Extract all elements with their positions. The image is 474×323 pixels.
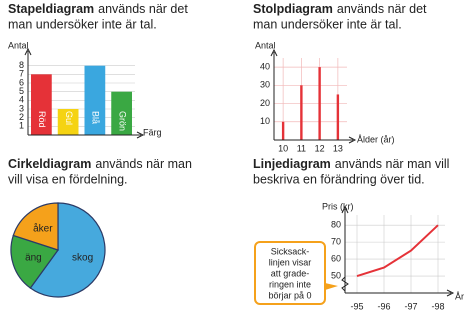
heading-text: beskriva en förändring över tid. [253,172,425,186]
y-tick-label: 20 [260,98,270,108]
y-tick-label: 3 [19,103,24,113]
y-tick-label: 6 [19,77,24,87]
x-axis-label: Ålder (år) [357,134,395,144]
annotation-pointer [325,283,338,290]
stem-bar [281,121,285,140]
heading-text: man undersöker inte är tal. [253,17,402,31]
data-line [356,224,439,277]
heading-text: används när det [98,2,188,16]
stem-bar [336,94,340,140]
y-tick-label: 7 [19,69,24,79]
x-tick-label: 13 [333,143,343,153]
arrow [270,48,278,57]
y-axis-label: Antal [8,40,29,50]
pie-label: skog [72,253,93,264]
x-tick-label: -97 [404,301,417,311]
heading: Stolpdiagram används när det [253,2,427,16]
bar [57,109,79,135]
annotation-text: ringen inte [269,279,311,289]
heading-bold: Stapeldiagram [8,2,94,16]
heading-bold: Cirkeldiagram [8,157,91,171]
x-tick-label: -96 [377,301,390,311]
y-tick-label: 40 [260,61,270,71]
annotation-text: att grade- [271,268,310,278]
bar [31,74,52,135]
arrow [24,47,32,56]
annotation-text: Sicksack- [271,246,310,256]
y-axis-label: Pris (kr) [322,201,354,211]
heading-text: används när det [337,2,427,16]
annotation-box [254,241,326,305]
y-tick-label: 2 [19,112,24,122]
x-tick-label: 11 [297,143,306,153]
y-tick-label: 10 [260,116,270,126]
y-tick-label: 4 [19,95,24,105]
heading-text: används när man vill [335,157,450,171]
bar-category-label: Blå [91,111,101,124]
y-tick-label: 5 [19,86,24,96]
heading-bold: Linjediagram [253,157,331,171]
pie-slice [10,234,59,289]
arrow [446,289,455,297]
heading: Linjediagram används när man vill [253,157,449,171]
y-tick-label: 50 [331,270,341,280]
y-axis-label: Antal [255,40,276,50]
bar [111,91,132,135]
bar-category-label: Gul [64,111,74,125]
annotation-text: börjar på 0 [268,290,311,300]
x-axis-label: Färg [143,127,162,137]
heading-text: används när man [95,157,192,171]
arrow [348,136,357,144]
y-tick-label: 30 [260,80,270,90]
y-tick-label: 70 [331,237,341,247]
heading: Stapeldiagram används när det [8,2,188,16]
stem-bar [300,85,303,140]
arrow [136,131,145,139]
heading-text: man undersöker inte är tal. [8,17,157,31]
heading: Cirkeldiagram används när man [8,157,192,171]
x-tick-label: -95 [350,301,363,311]
pie-label: äng [25,253,42,264]
pie-label: åker [33,223,53,235]
y-tick-label: 60 [331,253,341,263]
x-tick-label: 10 [278,143,288,153]
arrow [341,205,349,214]
pie-slice [29,202,106,298]
bar-category-label: Grön [117,111,127,131]
stem-bar [318,67,321,140]
bar-category-label: Röd [37,111,47,128]
bar [84,65,106,135]
x-tick-label: 12 [315,143,325,153]
heading-bold: Stolpdiagram [253,2,333,16]
axis-break [341,276,349,292]
x-axis-label: År [455,291,464,301]
annotation-text: linjen visar [269,257,312,267]
y-tick-label: 8 [19,60,24,70]
x-tick-label: -98 [431,301,444,311]
y-tick-label: 80 [331,220,341,230]
y-tick-label: 1 [19,121,24,131]
pie-slice [12,202,59,251]
heading-text: vill visa en fördelning. [8,172,128,186]
